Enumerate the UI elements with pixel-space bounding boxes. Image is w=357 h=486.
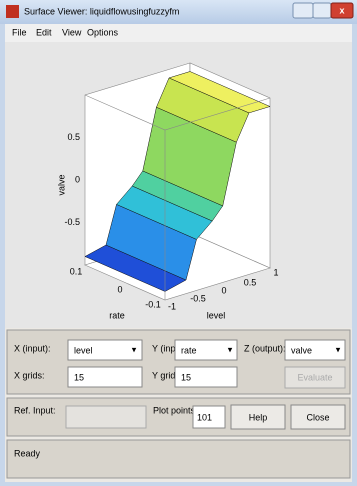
evaluate-button[interactable] xyxy=(284,366,346,389)
y-input-value: rate xyxy=(181,345,197,355)
x-grids-input[interactable] xyxy=(67,366,143,388)
x-grids-value: 15 xyxy=(74,372,84,382)
y-input-select[interactable] xyxy=(174,339,238,361)
minimize-button[interactable] xyxy=(292,2,314,19)
rate-tick-label: 0.1 xyxy=(70,266,83,276)
menu-item[interactable]: File xyxy=(12,27,27,37)
help-label: Help xyxy=(249,412,268,422)
help-button[interactable] xyxy=(230,404,286,430)
dropdown-arrow: ▾ xyxy=(228,344,233,354)
plot-points-label: Plot points: xyxy=(153,405,198,415)
z-output-value: valve xyxy=(291,345,312,355)
ref-input-field[interactable] xyxy=(65,405,147,429)
close-window-button[interactable] xyxy=(330,2,354,19)
ref-input-label: Ref. Input: xyxy=(14,405,56,415)
evaluate-label: Evaluate xyxy=(297,372,332,382)
y-grids-label: Y grids: xyxy=(152,370,182,380)
surface-strip xyxy=(168,71,271,114)
z-axis-label: valve xyxy=(56,174,66,195)
z-tick-label: -0.5 xyxy=(64,217,80,227)
menu-item[interactable]: View xyxy=(62,27,82,37)
x-grids-label: X grids: xyxy=(14,370,45,380)
y-grids-value: 15 xyxy=(181,372,191,382)
x-input-value: level xyxy=(74,345,93,355)
level-tick-label: -1 xyxy=(168,301,176,311)
menu-item[interactable]: Options xyxy=(87,27,119,37)
y-grids-input[interactable] xyxy=(174,366,238,388)
close-label: Close xyxy=(306,412,329,422)
dropdown-arrow: ▾ xyxy=(336,344,341,354)
level-tick-label: -0.5 xyxy=(190,293,206,303)
menu-item[interactable]: Edit xyxy=(36,27,52,37)
status-panel xyxy=(6,439,351,479)
dropdown-arrow: ▾ xyxy=(132,344,137,354)
level-tick-label: 0 xyxy=(221,285,226,295)
maximize-button[interactable] xyxy=(312,2,332,19)
close-button[interactable] xyxy=(290,404,346,430)
x-input-select[interactable] xyxy=(67,339,143,361)
app-icon xyxy=(6,5,19,18)
z-output-select[interactable] xyxy=(284,339,346,361)
y-input-label: Y (input): xyxy=(152,343,188,353)
level-axis-label: level xyxy=(207,310,226,320)
z-output-label: Z (output): xyxy=(244,343,286,353)
rate-tick-label: 0 xyxy=(117,284,122,294)
rate-tick-label: -0.1 xyxy=(145,299,161,309)
plot-points-value: 101 xyxy=(197,412,212,422)
close-x: x xyxy=(339,5,344,15)
plot-points-input[interactable] xyxy=(192,405,226,429)
front-edges xyxy=(84,94,271,300)
window-title: Surface Viewer: liquidflowusingfuzzyfm xyxy=(24,6,179,16)
x-input-label: X (input): xyxy=(14,343,51,353)
z-tick-label: 0 xyxy=(75,174,80,184)
level-tick-label: 1 xyxy=(273,267,278,277)
level-tick-label: 0.5 xyxy=(244,277,257,287)
menu-bar xyxy=(5,24,352,42)
rate-axis-label: rate xyxy=(109,310,125,320)
surface xyxy=(84,71,271,292)
z-tick-label: 0.5 xyxy=(67,132,80,142)
status-text: Ready xyxy=(14,448,41,458)
